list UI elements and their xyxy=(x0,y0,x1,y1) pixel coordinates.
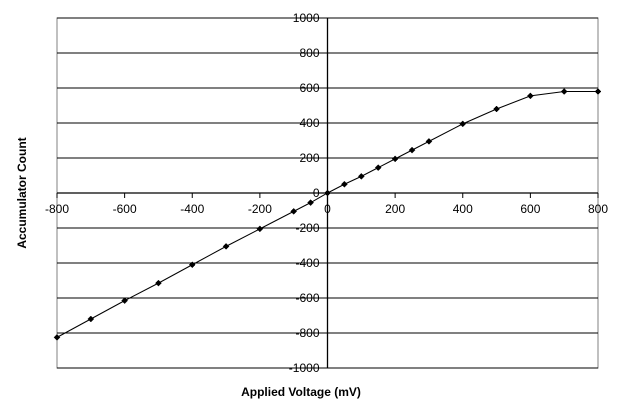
x-tick-label: -200 xyxy=(248,202,272,216)
y-axis-title: Accumulator Count xyxy=(15,137,29,248)
y-tick-label: 600 xyxy=(299,81,319,95)
data-point xyxy=(307,199,314,206)
y-tick-label: -400 xyxy=(295,256,319,270)
y-tick-label: -800 xyxy=(295,326,319,340)
y-tick-label: 0 xyxy=(313,186,320,200)
x-tick-label: 800 xyxy=(588,202,608,216)
x-tick-label: -800 xyxy=(45,202,69,216)
y-tick-label: -1000 xyxy=(289,361,320,375)
data-point xyxy=(53,334,61,341)
data-point xyxy=(594,88,602,95)
data-point xyxy=(87,315,95,323)
data-point xyxy=(391,155,399,163)
data-point xyxy=(357,173,365,180)
series-layer xyxy=(53,88,602,341)
x-tick-label: 600 xyxy=(520,202,540,216)
x-tick-label: 400 xyxy=(453,202,473,216)
data-point xyxy=(188,261,196,269)
data-point xyxy=(155,279,162,287)
data-point xyxy=(290,208,298,215)
data-point xyxy=(459,120,467,128)
data-point xyxy=(341,180,348,188)
y-tick-label: 800 xyxy=(299,46,319,60)
y-tick-label: 400 xyxy=(299,116,319,130)
data-point xyxy=(256,225,264,233)
data-point xyxy=(527,92,534,100)
data-point xyxy=(493,105,500,113)
data-point xyxy=(408,146,416,154)
y-tick-label: 200 xyxy=(299,151,319,165)
x-tick-label: 0 xyxy=(324,202,331,216)
x-tick-label: -600 xyxy=(113,202,137,216)
x-axis-title: Applied Voltage (mV) xyxy=(241,385,361,399)
x-tick-label: 200 xyxy=(385,202,405,216)
data-point xyxy=(374,164,382,171)
data-point xyxy=(121,297,128,304)
y-tick-label: -200 xyxy=(295,221,319,235)
data-point xyxy=(560,88,568,95)
x-tick-label: -400 xyxy=(180,202,204,216)
data-point xyxy=(324,189,331,197)
y-tick-label: -600 xyxy=(295,291,319,305)
data-point xyxy=(425,138,433,145)
tick-layer: 1000 800 600 400 200 0 -200 -400 -600 -800 -1000 -8… xyxy=(45,11,608,375)
y-tick-label: 1000 xyxy=(293,11,320,25)
data-point xyxy=(222,243,230,250)
